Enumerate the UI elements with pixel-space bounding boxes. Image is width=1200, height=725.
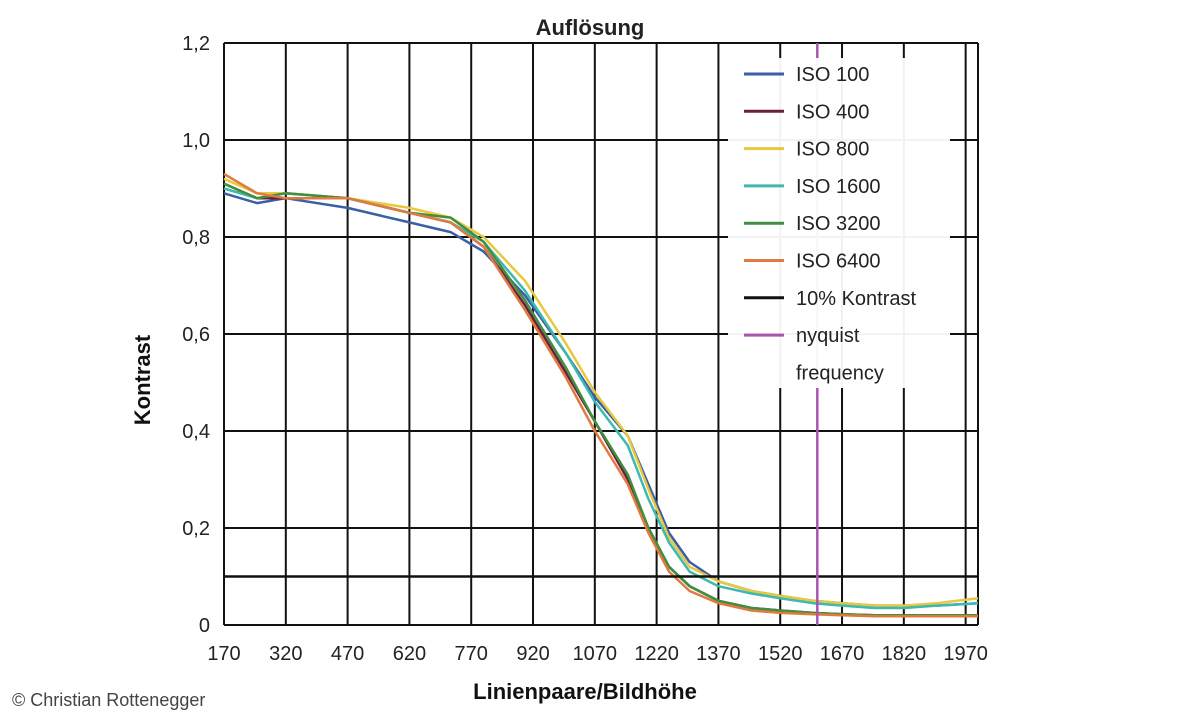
x-tick-label: 770	[455, 643, 488, 665]
series-line-iso-800	[223, 177, 979, 607]
legend-label-iso-6400: ISO 6400	[796, 251, 881, 273]
legend-label-iso-3200: ISO 3200	[796, 213, 881, 235]
x-tick-label: 470	[331, 643, 364, 665]
series-line-iso-6400	[223, 172, 978, 618]
y-tick-label: 0,2	[182, 518, 210, 540]
y-tick-label: 0,4	[182, 421, 210, 443]
y-tick-label: 0,6	[182, 324, 210, 346]
copyright-credit: © Christian Rottenegger	[12, 690, 205, 710]
x-tick-label: 1370	[696, 643, 741, 665]
x-tick-label: 920	[516, 643, 549, 665]
x-tick-label: 620	[393, 643, 426, 665]
x-tick-label: 1670	[820, 643, 865, 665]
legend-label-iso-800: ISO 800	[796, 139, 869, 161]
legend-label-iso-400: ISO 400	[796, 101, 869, 123]
y-tick-label: 0	[199, 615, 210, 637]
x-tick-label: 320	[269, 643, 302, 665]
x-tick-label: 170	[207, 643, 240, 665]
tick-labels: 170 320 470 620 770 920 1070 1220 1370 1520 1670 18…	[182, 33, 988, 665]
legend-label-nyquist-frequency: nyquist	[796, 325, 860, 347]
y-axis-label: Kontrast	[130, 334, 155, 425]
x-axis-label: Linienpaare/Bildhöhe	[473, 679, 697, 704]
legend-label-nyquist-frequency: frequency	[796, 362, 884, 384]
series-layer	[223, 172, 979, 618]
x-tick-label: 1820	[882, 643, 927, 665]
y-tick-label: 1,0	[182, 130, 210, 152]
x-tick-label: 1970	[943, 643, 988, 665]
x-tick-label: 1070	[573, 643, 618, 665]
legend-label-iso-1600: ISO 1600	[796, 176, 881, 198]
chart-title: Auflösung	[536, 15, 645, 40]
legend-label-10-kontrast: 10% Kontrast	[796, 288, 917, 310]
y-tick-label: 1,2	[182, 33, 210, 55]
y-tick-label: 0,8	[182, 227, 210, 249]
x-tick-label: 1220	[634, 643, 679, 665]
legend-label-iso-100: ISO 100	[796, 64, 869, 86]
x-tick-label: 1520	[758, 643, 803, 665]
legend: ISO 100 ISO 400 ISO 800 ISO 1600 ISO 3200 ISO…	[728, 58, 950, 388]
